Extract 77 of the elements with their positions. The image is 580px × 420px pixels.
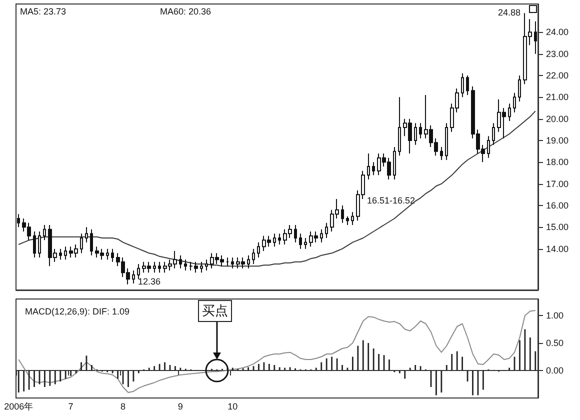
- annotation: MA5: 23.73: [20, 6, 66, 16]
- candlestick: [59, 248, 62, 260]
- candlestick: [200, 261, 203, 274]
- candlestick: [132, 270, 135, 284]
- candlestick: [64, 246, 67, 260]
- candlestick: [273, 233, 276, 248]
- annotation: 买点: [198, 300, 232, 322]
- candlestick: [466, 75, 469, 96]
- candlestick: [205, 259, 208, 271]
- annotation: 24.88: [498, 8, 521, 18]
- candlestick: [513, 92, 516, 113]
- y-tick-label: 19.00: [546, 136, 569, 146]
- candlestick: [247, 254, 250, 269]
- y-tick-label: 14.00: [546, 244, 569, 254]
- candlestick: [372, 162, 375, 176]
- candlestick: [414, 122, 417, 146]
- candlestick: [33, 231, 36, 258]
- candlestick: [106, 248, 109, 260]
- text: MACD(12,26,9): DIF: 1.09: [25, 306, 130, 316]
- candlestick: [398, 96, 401, 156]
- y-tick-label: 0.00: [546, 366, 564, 376]
- candlestick: [257, 242, 260, 258]
- candlestick: [85, 226, 88, 243]
- candlestick: [184, 259, 187, 271]
- candlestick: [518, 75, 521, 102]
- y-tick-label: 24.00: [546, 27, 569, 38]
- candlestick: [179, 254, 182, 269]
- annotation: 16.51-16.52: [367, 196, 416, 206]
- candlestick: [137, 264, 140, 280]
- annotation: 12.36: [138, 276, 161, 286]
- candlestick: [419, 122, 422, 139]
- candlestick: [487, 136, 490, 158]
- y-tick-label: 15.00: [546, 222, 569, 232]
- candlestick: [492, 122, 495, 146]
- y-tick-label: 17.00: [546, 178, 569, 189]
- candlestick: [158, 261, 161, 274]
- candlestick: [508, 103, 511, 122]
- x-tick-label: 2006年: [4, 402, 34, 412]
- x-tick-label: 9: [178, 402, 183, 412]
- candlestick: [341, 205, 344, 224]
- candlestick: [440, 146, 443, 160]
- candlestick: [461, 72, 464, 98]
- x-tick-label: 10: [228, 402, 238, 412]
- candlestick: [534, 20, 537, 54]
- candlestick: [80, 233, 83, 254]
- candlestick: [294, 224, 297, 243]
- candlestick: [90, 228, 93, 256]
- candlestick: [393, 146, 396, 180]
- candlestick: [445, 122, 448, 160]
- x-tick-label: 8: [120, 402, 126, 412]
- candlestick: [231, 257, 234, 269]
- candlestick: [43, 224, 46, 241]
- y-tick-label: 21.00: [546, 92, 569, 102]
- y-tick-label: 23.00: [546, 48, 569, 59]
- candlestick: [278, 233, 281, 245]
- y-tick-label: 16.00: [546, 200, 569, 210]
- y-tick-label: 1.00: [546, 310, 564, 320]
- line-series: [18, 110, 536, 267]
- y-tick-label: 22.00: [546, 70, 569, 80]
- candlestick: [299, 233, 302, 250]
- candlestick: [17, 214, 20, 228]
- y-tick-label: 18.00: [546, 157, 569, 168]
- candlestick: [153, 261, 156, 274]
- candlestick: [226, 257, 229, 267]
- y-tick-label: 20.00: [546, 114, 569, 124]
- candlestick: [252, 248, 255, 264]
- candlestick: [346, 216, 349, 226]
- candlestick: [320, 228, 323, 243]
- x-tick-label: 7: [68, 402, 74, 412]
- candlestick: [304, 238, 307, 250]
- annotation: MA60: 20.36: [160, 6, 212, 16]
- candlestick: [111, 248, 114, 262]
- candlestick: [325, 222, 328, 238]
- candlestick: [367, 153, 370, 180]
- y-tick-label: 0.50: [546, 338, 564, 348]
- candlestick: [38, 231, 41, 258]
- candlestick: [351, 212, 354, 226]
